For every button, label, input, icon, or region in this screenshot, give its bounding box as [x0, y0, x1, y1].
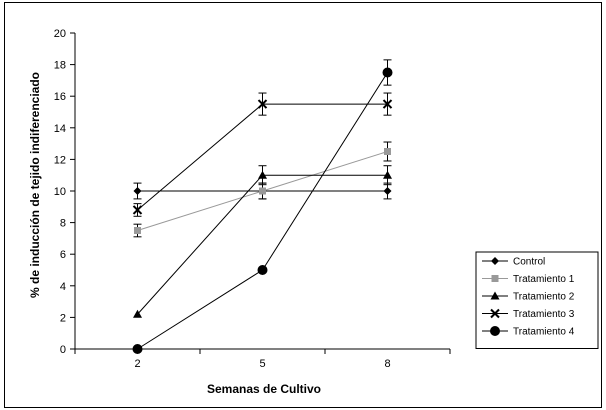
data-point — [257, 99, 268, 109]
data-point — [383, 187, 392, 195]
data-point — [133, 187, 142, 195]
legend-label: Tratamiento 4 — [513, 327, 575, 338]
plot-area: 0 2 4 6 8 10 12 14 16 18 20 2 5 8 — [54, 28, 451, 370]
y-axis-label: % de inducción de tejido indiferenciado — [28, 72, 42, 298]
data-point — [258, 170, 267, 179]
legend-item: Control — [482, 257, 545, 268]
y-tick-label: 8 — [60, 218, 66, 230]
data-point — [382, 99, 393, 109]
legend: Control Tratamiento 1 Tratamiento 2 Tratami… — [475, 251, 599, 349]
legend-item: Tratamiento 3 — [482, 308, 575, 320]
legend-marker — [491, 275, 499, 282]
series-2 — [133, 141, 392, 238]
data-point — [259, 187, 266, 195]
y-tick-label: 20 — [54, 28, 66, 40]
data-point — [132, 205, 143, 215]
data-point — [132, 344, 143, 354]
y-tick-label: 18 — [54, 60, 66, 72]
data-point — [382, 67, 393, 78]
legend-label: Tratamiento 1 — [513, 274, 575, 285]
legend-label: Tratamiento 3 — [513, 309, 575, 320]
data-point — [133, 309, 142, 318]
y-tick-label: 10 — [54, 186, 66, 198]
legend-marker — [490, 308, 500, 319]
data-point — [383, 170, 392, 179]
series-4 — [132, 92, 393, 217]
legend-label: Control — [513, 257, 545, 268]
data-point — [134, 227, 141, 234]
y-tick-label: 14 — [54, 123, 66, 135]
x-tick-label: 2 — [134, 358, 140, 370]
y-tick-label: 0 — [60, 344, 66, 356]
y-tick-label: 12 — [54, 154, 66, 166]
x-tick-label: 8 — [384, 358, 390, 370]
legend-marker — [490, 291, 500, 300]
data-point — [384, 148, 391, 155]
legend-item: Tratamiento 1 — [482, 274, 575, 285]
data-point — [257, 265, 268, 275]
y-tick-label: 16 — [54, 91, 66, 103]
y-tick-label: 6 — [60, 249, 66, 261]
y-tick-label: 2 — [60, 312, 66, 324]
legend-marker — [491, 257, 499, 265]
x-axis-label: Semanas de Cultivo — [207, 382, 321, 396]
legend-item: Tratamiento 2 — [482, 291, 575, 303]
series-5 — [132, 59, 393, 354]
x-tick-label: 5 — [259, 358, 265, 370]
y-tick-label: 4 — [60, 281, 66, 293]
legend-marker — [490, 326, 500, 336]
series-3 — [133, 165, 392, 318]
legend-label: Tratamiento 2 — [513, 292, 575, 303]
legend-item: Tratamiento 4 — [482, 326, 575, 338]
